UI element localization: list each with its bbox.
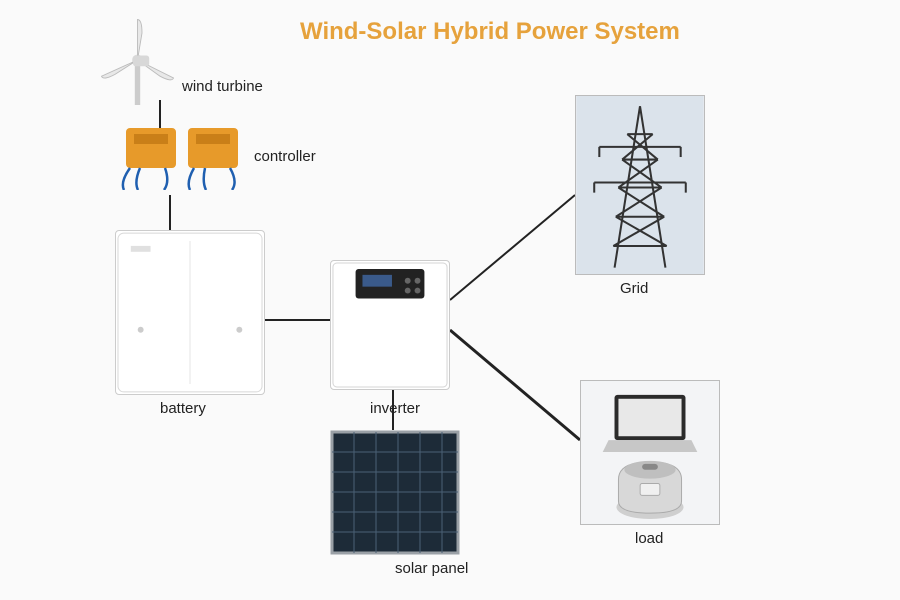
diagram-title: Wind-Solar Hybrid Power System: [300, 18, 680, 46]
edge-inverter-grid: [450, 195, 575, 300]
grid-label: Grid: [620, 280, 648, 297]
inverter-icon: [330, 260, 450, 390]
wind-turbine-icon: [90, 15, 185, 105]
load-icon: [580, 380, 720, 525]
inverter-label: inverter: [370, 400, 420, 417]
diagram-canvas: Wind-Solar Hybrid Power System wind turb…: [0, 0, 900, 600]
solar-panel-label: solar panel: [395, 560, 468, 577]
edge-inverter-load: [450, 330, 580, 440]
battery-icon: [115, 230, 265, 395]
grid-icon: [575, 95, 705, 275]
load-label: load: [635, 530, 663, 547]
solar-panel-icon: [330, 430, 460, 555]
battery-label: battery: [160, 400, 206, 417]
controller-icon: [120, 120, 250, 190]
wind-turbine-label: wind turbine: [182, 78, 263, 95]
controller-label: controller: [254, 148, 316, 165]
